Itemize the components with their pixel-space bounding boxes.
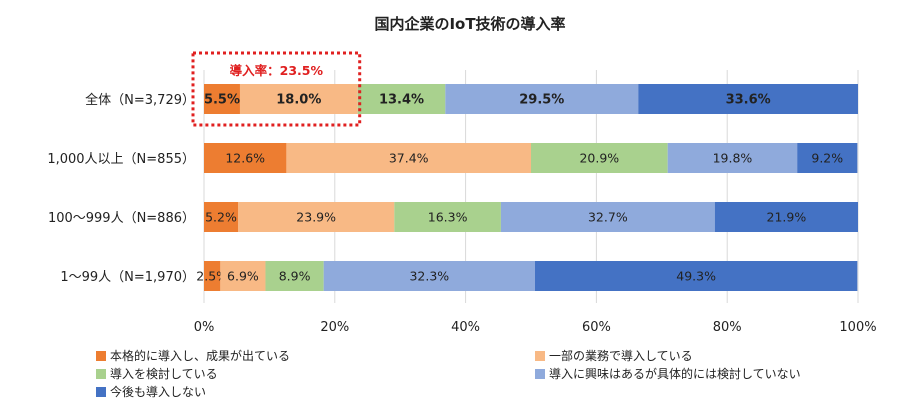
bar-segment xyxy=(357,84,446,114)
data-label: 5.2% xyxy=(205,210,237,225)
data-label: 49.3% xyxy=(676,269,716,284)
x-tick-label: 80% xyxy=(713,320,742,335)
legend-label: 導入を検討している xyxy=(110,366,218,381)
data-label: 6.9% xyxy=(227,269,259,284)
x-tick-label: 40% xyxy=(451,320,480,335)
highlight-label: 導入率：23.5% xyxy=(230,63,324,78)
category-label: 1,000人以上（N=855） xyxy=(47,152,195,167)
x-axis-ticks: 0% 20% 40% 60% 80% 100% xyxy=(194,320,877,335)
bar-segment xyxy=(204,84,240,114)
data-label: 16.3% xyxy=(428,210,468,225)
category-labels: 全体（N=3,729） 1,000人以上（N=855） 100～999人（N=886… xyxy=(47,92,195,285)
data-label: 20.9% xyxy=(579,151,619,166)
bar-segment xyxy=(797,143,858,173)
bar-segment xyxy=(394,202,501,232)
data-label: 5.5% xyxy=(204,93,240,108)
x-tick-label: 20% xyxy=(320,320,349,335)
bar-segment xyxy=(204,202,239,232)
bar-segment xyxy=(667,143,798,173)
data-label: 19.8% xyxy=(713,151,753,166)
legend-swatch xyxy=(535,351,545,361)
data-label: 2.5% xyxy=(196,269,228,284)
category-label: 全体（N=3,729） xyxy=(85,92,195,108)
category-label: 1～99人（N=1,970） xyxy=(60,270,195,285)
data-label: 21.9% xyxy=(767,210,807,225)
bar-segment xyxy=(204,143,287,173)
x-tick-label: 60% xyxy=(582,320,611,335)
data-label: 9.2% xyxy=(811,151,843,166)
x-tick-label: 100% xyxy=(839,320,876,335)
bar-segment xyxy=(445,84,639,114)
legend-label: 本格的に導入し、成果が出ている xyxy=(110,348,290,363)
chart-title: 国内企業のIoT技術の導入率 xyxy=(374,15,565,33)
bar-segment xyxy=(638,84,858,114)
legend-swatch xyxy=(96,351,106,361)
bar-segment xyxy=(323,261,535,291)
bar-segment xyxy=(239,84,358,114)
bar-segment xyxy=(265,261,324,291)
data-label: 23.9% xyxy=(296,210,336,225)
legend-swatch xyxy=(96,387,106,397)
legend-label: 導入に興味はあるが具体的には検討していない xyxy=(549,366,801,381)
data-label: 8.9% xyxy=(279,269,311,284)
bar-segment xyxy=(714,202,858,232)
legend-label: 今後も導入しない xyxy=(110,384,206,399)
category-label: 100～999人（N=886） xyxy=(48,211,195,226)
legend-swatch xyxy=(535,369,545,379)
data-label: 29.5% xyxy=(519,93,564,108)
bar-segment xyxy=(204,261,221,291)
bar-segment xyxy=(238,202,395,232)
bars: 5.5% 18.0% 13.4% 29.5% 33.6% 12.6% 37.4% 20.9% 1… xyxy=(196,84,858,291)
bar-segment xyxy=(286,143,531,173)
bar-segment xyxy=(531,143,668,173)
data-label: 12.6% xyxy=(225,151,265,166)
bar-segment xyxy=(500,202,715,232)
data-label: 18.0% xyxy=(276,93,321,108)
highlight-annotation: 導入率：23.5% xyxy=(191,51,362,127)
x-tick-label: 0% xyxy=(194,320,215,335)
legend-label: 一部の業務で導入している xyxy=(549,348,693,363)
legend-swatch xyxy=(96,369,106,379)
data-label: 37.4% xyxy=(389,151,429,166)
data-label: 32.7% xyxy=(588,210,628,225)
data-label: 33.6% xyxy=(726,93,771,108)
data-label: 13.4% xyxy=(379,93,424,108)
bar-segment xyxy=(534,261,858,291)
bar-segment xyxy=(220,261,266,291)
data-label: 32.3% xyxy=(409,269,449,284)
